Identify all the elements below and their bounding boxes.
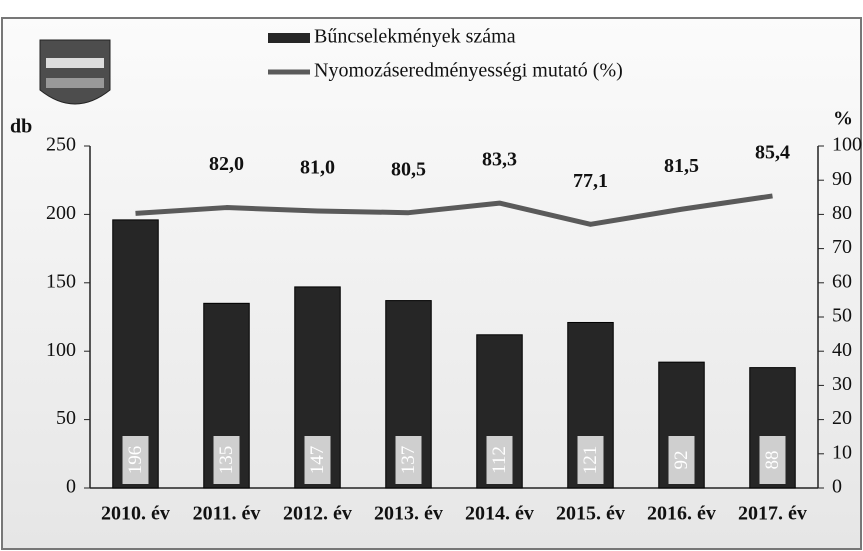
bar-label-group: 112 [487,436,513,484]
bar-label: 196 [125,446,146,475]
y-tick-label: 0 [66,476,76,498]
legend-label: Nyomozáseredményességi mutató (%) [314,60,623,82]
logo [40,40,110,104]
x-tick-label: 2016. év [647,503,716,525]
bar-label-group: 147 [305,436,331,484]
line-value-label: 77,1 [573,170,608,192]
line-value-label: 81,0 [300,157,335,179]
x-tick-label: 2017. év [738,503,807,525]
y2-tick-label: 90 [832,168,852,190]
y2-tick-label: 80 [832,202,852,224]
chart: db % 0 50 100 150 200 250 0 10 20 30 40 50 60 70 80 90 1… [0,0,863,551]
bar-label: 92 [671,451,692,470]
y2-tick-label: 0 [832,476,842,498]
y2-tick-label: 70 [832,236,852,258]
line-value-label: 85,4 [755,142,790,164]
legend-label: Bűncselekmények száma [314,26,516,48]
x-tick-label: 2010. év [101,503,170,525]
line-value-label: 83,3 [482,149,517,171]
bar-label-group: 88 [760,436,786,484]
bar-label: 135 [216,446,237,475]
y2-tick-label: 20 [832,407,852,429]
y-tick-label: 200 [46,202,76,224]
y2-tick-label: 50 [832,305,852,327]
line-value-label: 80,5 [391,158,426,180]
bar-label-group: 137 [396,436,422,484]
x-tick-label: 2011. év [193,503,261,525]
y2-tick-label: 60 [832,270,852,292]
x-tick-label: 2014. év [465,503,534,525]
bar-label: 137 [398,446,419,475]
bar-label: 112 [489,446,510,474]
line-value-label: 82,0 [209,153,244,175]
y-tick-label: 150 [46,270,76,292]
bar-label-group: 92 [669,436,695,484]
y2-tick-label: 40 [832,339,852,361]
y-tick-label: 50 [56,407,76,429]
y2-tick-label: 10 [832,441,852,463]
bar-label-group: 196 [123,436,149,484]
x-tick-label: 2015. év [556,503,625,525]
bar-label: 147 [307,446,328,475]
y2-tick-label: 30 [832,373,852,395]
y-tick-label: 100 [46,339,76,361]
x-tick-label: 2012. év [283,503,352,525]
y-axis-label: db [10,116,32,138]
y-tick-label: 250 [46,134,76,156]
y2-tick-label: 100 [832,134,862,156]
bar-label: 121 [580,446,601,475]
bar-label: 88 [762,451,783,470]
line-value-label: 81,5 [664,155,699,177]
legend-swatch [268,33,310,43]
x-tick-label: 2013. év [374,503,443,525]
bar-label-group: 121 [578,436,604,484]
bar-label-group: 135 [214,436,240,484]
y2-axis-label: % [833,108,853,130]
